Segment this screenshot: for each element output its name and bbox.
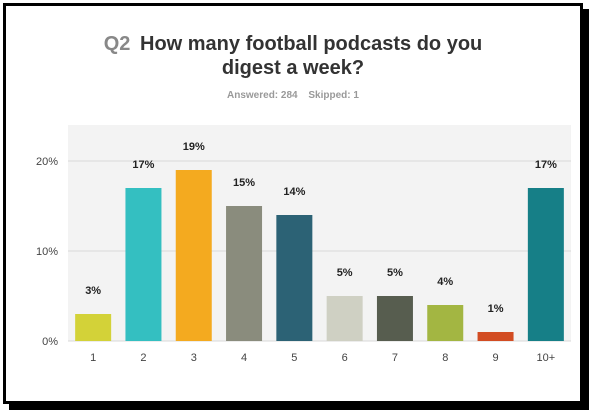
x-tick-label: 2 xyxy=(140,352,146,364)
question-number: Q2 xyxy=(103,33,131,55)
bars: 3% 17% 19% 15% 14% 5% 5% 4% 1% 17% xyxy=(75,141,564,341)
question-text-line2: digest a week? xyxy=(221,57,365,79)
bar xyxy=(226,206,263,341)
bar xyxy=(75,314,112,341)
bar xyxy=(276,215,313,341)
y-tick-label: 20% xyxy=(36,156,58,168)
data-label: 5% xyxy=(337,267,353,279)
bar xyxy=(125,188,162,341)
bar xyxy=(376,296,413,341)
data-label: 14% xyxy=(283,186,305,198)
data-label: 19% xyxy=(183,141,205,153)
chart-frame: Q2 How many football podcasts do you dig… xyxy=(3,3,583,404)
x-tick-label: 7 xyxy=(392,352,398,364)
question-title: Q2 How many football podcasts do you dig… xyxy=(6,32,580,80)
data-label: 17% xyxy=(535,159,557,171)
x-tick-label: 10+ xyxy=(537,352,556,364)
x-tick-label: 3 xyxy=(191,352,197,364)
answered-count: Answered: 284 xyxy=(227,90,298,101)
x-tick-label: 4 xyxy=(241,352,247,364)
skipped-count: Skipped: 1 xyxy=(308,90,359,101)
x-tick-label: 8 xyxy=(442,352,448,364)
data-label: 15% xyxy=(233,177,255,189)
bar xyxy=(326,296,363,341)
bar xyxy=(427,305,464,341)
y-tick-label: 0% xyxy=(42,336,58,348)
bar xyxy=(477,332,514,341)
data-label: 3% xyxy=(85,285,101,297)
x-axis-ticks: 1 2 3 4 5 6 7 8 9 10+ xyxy=(90,352,555,364)
bar xyxy=(527,188,564,341)
x-tick-label: 1 xyxy=(90,352,96,364)
x-tick-label: 5 xyxy=(291,352,297,364)
data-label: 4% xyxy=(437,276,453,288)
y-axis-ticks: 0% 10% 20% xyxy=(36,156,58,348)
bar-chart: 0% 10% 20% 3% 17% 19% 15% 14% 5% 5% 4% 1% 17% 1 2 3 4 5… xyxy=(36,125,571,364)
data-label: 1% xyxy=(488,303,504,315)
question-text-line1: How many football podcasts do you xyxy=(140,33,483,55)
response-stats: Answered: 284 Skipped: 1 xyxy=(6,90,580,101)
x-tick-label: 9 xyxy=(492,352,498,364)
y-tick-label: 10% xyxy=(36,246,58,258)
x-tick-label: 6 xyxy=(342,352,348,364)
data-label: 5% xyxy=(387,267,403,279)
bar xyxy=(175,170,212,341)
data-label: 17% xyxy=(132,159,154,171)
